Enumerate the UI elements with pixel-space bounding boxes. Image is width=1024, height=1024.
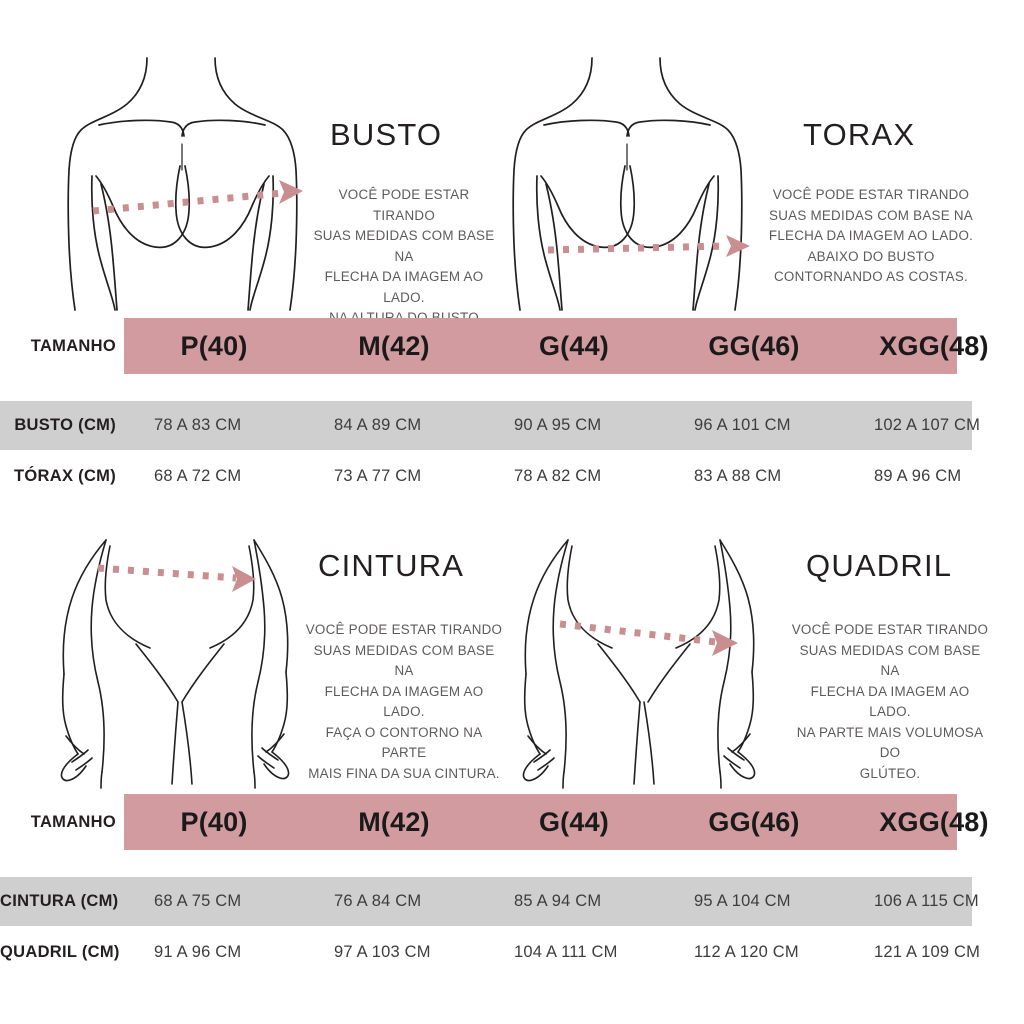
size-header-p: P(40) bbox=[180, 806, 248, 837]
torax-title: TORAX bbox=[803, 117, 916, 152]
busto-arrow bbox=[92, 180, 303, 215]
quadril-title: QUADRIL bbox=[806, 548, 953, 583]
torax-xgg: 89 A 96 CM bbox=[874, 467, 962, 485]
cintura-gg: 95 A 104 CM bbox=[694, 892, 791, 910]
cintura-row-stripe bbox=[0, 877, 972, 926]
busto-xgg: 102 A 107 CM bbox=[874, 416, 981, 434]
busto-title: BUSTO bbox=[330, 117, 443, 152]
quadril-p: 91 A 96 CM bbox=[154, 943, 242, 961]
cintura-description: VOCÊ PODE ESTAR TIRANDO SUAS MEDIDAS COM… bbox=[305, 622, 503, 781]
row-label-busto: BUSTO (CM) bbox=[14, 416, 116, 434]
table-row: TÓRAX (CM) 68 A 72 CM 73 A 77 CM 78 A 82… bbox=[0, 452, 1024, 501]
lower-table-size-label: TAMANHO bbox=[30, 812, 116, 831]
size-header-gg: GG(46) bbox=[708, 806, 800, 837]
busto-p: 78 A 83 CM bbox=[154, 416, 242, 434]
cintura-xgg: 106 A 115 CM bbox=[874, 892, 979, 910]
busto-m: 84 A 89 CM bbox=[334, 416, 422, 434]
size-header-g: G(44) bbox=[538, 330, 610, 361]
row-label-quadril: QUADRIL (CM) bbox=[0, 943, 120, 961]
lower-table-header-row: TAMANHO P(40) M(42) G(44) GG(46) XGG(48) bbox=[0, 794, 1024, 850]
quadril-arrow bbox=[559, 620, 738, 656]
size-header-g: G(44) bbox=[538, 806, 610, 837]
quadril-g: 104 A 111 CM bbox=[514, 943, 618, 961]
table-row: QUADRIL (CM) 91 A 96 CM 97 A 103 CM 104 … bbox=[0, 928, 1024, 977]
cintura-m: 76 A 84 CM bbox=[334, 892, 422, 910]
upper-table-header-row: TAMANHO P(40) M(42) G(44) GG(46) XGG(48) bbox=[0, 318, 1024, 374]
table-row: BUSTO (CM) 78 A 83 CM 84 A 89 CM 90 A 95… bbox=[0, 401, 1024, 450]
quadril-description: VOCÊ PODE ESTAR TIRANDO SUAS MEDIDAS COM… bbox=[791, 622, 989, 781]
busto-row-stripe bbox=[0, 401, 972, 450]
size-header-p: P(40) bbox=[180, 330, 248, 361]
quadril-m: 97 A 103 CM bbox=[334, 943, 431, 961]
busto-illustration bbox=[55, 57, 320, 311]
cintura-g: 85 A 94 CM bbox=[514, 892, 602, 910]
size-header-xgg: XGG(48) bbox=[879, 330, 989, 361]
upper-table-header-band bbox=[124, 318, 957, 374]
size-header-m: M(42) bbox=[358, 806, 430, 837]
torax-gg: 83 A 88 CM bbox=[694, 467, 782, 485]
torax-g: 78 A 82 CM bbox=[514, 467, 602, 485]
cintura-arrow bbox=[97, 564, 256, 592]
lower-table-header-band bbox=[124, 794, 957, 850]
upper-table-size-label: TAMANHO bbox=[30, 336, 116, 355]
quadril-gg: 112 A 120 CM bbox=[694, 943, 799, 961]
size-header-xgg: XGG(48) bbox=[879, 806, 989, 837]
row-label-torax: TÓRAX (CM) bbox=[14, 467, 116, 485]
table-row: CINTURA (CM) 68 A 75 CM 76 A 84 CM 85 A … bbox=[0, 877, 1024, 926]
busto-g: 90 A 95 CM bbox=[514, 416, 602, 434]
quadril-xgg: 121 A 109 CM bbox=[874, 943, 981, 961]
torax-arrow bbox=[547, 235, 750, 257]
lower-body-table: TAMANHO P(40) M(42) G(44) GG(46) XGG(48)… bbox=[0, 794, 1024, 974]
torax-description: VOCÊ PODE ESTAR TIRANDO SUAS MEDIDAS COM… bbox=[768, 187, 974, 284]
quadril-illustration bbox=[498, 539, 788, 790]
cintura-title: CINTURA bbox=[318, 548, 465, 583]
busto-gg: 96 A 101 CM bbox=[694, 416, 791, 434]
cintura-illustration bbox=[40, 539, 320, 790]
size-header-gg: GG(46) bbox=[708, 330, 800, 361]
torax-p: 68 A 72 CM bbox=[154, 467, 242, 485]
torax-m: 73 A 77 CM bbox=[334, 467, 422, 485]
size-header-m: M(42) bbox=[358, 330, 430, 361]
upper-body-table: TAMANHO P(40) M(42) G(44) GG(46) XGG(48)… bbox=[0, 318, 1024, 498]
row-label-cintura: CINTURA (CM) bbox=[0, 892, 119, 910]
torax-illustration bbox=[500, 57, 765, 311]
cintura-p: 68 A 75 CM bbox=[154, 892, 242, 910]
